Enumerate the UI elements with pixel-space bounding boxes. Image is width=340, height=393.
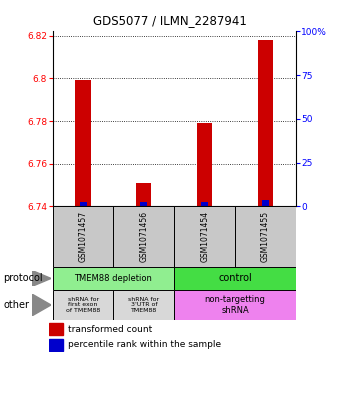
Bar: [80, 202, 86, 206]
Text: GSM1071457: GSM1071457: [79, 211, 88, 263]
Text: other: other: [3, 300, 29, 310]
Text: transformed count: transformed count: [68, 325, 152, 334]
Bar: [49, 323, 63, 335]
Bar: [258, 40, 273, 206]
Text: TMEM88 depletion: TMEM88 depletion: [74, 274, 152, 283]
Text: control: control: [218, 274, 252, 283]
Bar: [197, 123, 212, 206]
Bar: [53, 267, 174, 290]
Bar: [174, 267, 296, 290]
Bar: [114, 206, 174, 267]
Bar: [235, 206, 296, 267]
Bar: [262, 200, 269, 206]
Bar: [49, 340, 63, 351]
Polygon shape: [32, 271, 51, 286]
Bar: [75, 81, 91, 206]
Bar: [53, 206, 114, 267]
Bar: [174, 290, 296, 320]
Text: GSM1071454: GSM1071454: [200, 211, 209, 263]
Text: shRNA for
3'UTR of
TMEM88: shRNA for 3'UTR of TMEM88: [128, 297, 159, 313]
Text: GSM1071455: GSM1071455: [261, 211, 270, 263]
Text: non-targetting
shRNA: non-targetting shRNA: [205, 295, 266, 315]
Bar: [201, 202, 208, 206]
Bar: [53, 290, 114, 320]
Text: protocol: protocol: [3, 274, 43, 283]
Bar: [114, 290, 174, 320]
Text: shRNA for
first exon
of TMEM88: shRNA for first exon of TMEM88: [66, 297, 100, 313]
Text: GDS5077 / ILMN_2287941: GDS5077 / ILMN_2287941: [93, 14, 247, 27]
Polygon shape: [32, 294, 51, 316]
Bar: [174, 206, 235, 267]
Bar: [136, 183, 151, 206]
Bar: [140, 202, 147, 206]
Text: percentile rank within the sample: percentile rank within the sample: [68, 340, 221, 349]
Text: GSM1071456: GSM1071456: [139, 211, 148, 263]
